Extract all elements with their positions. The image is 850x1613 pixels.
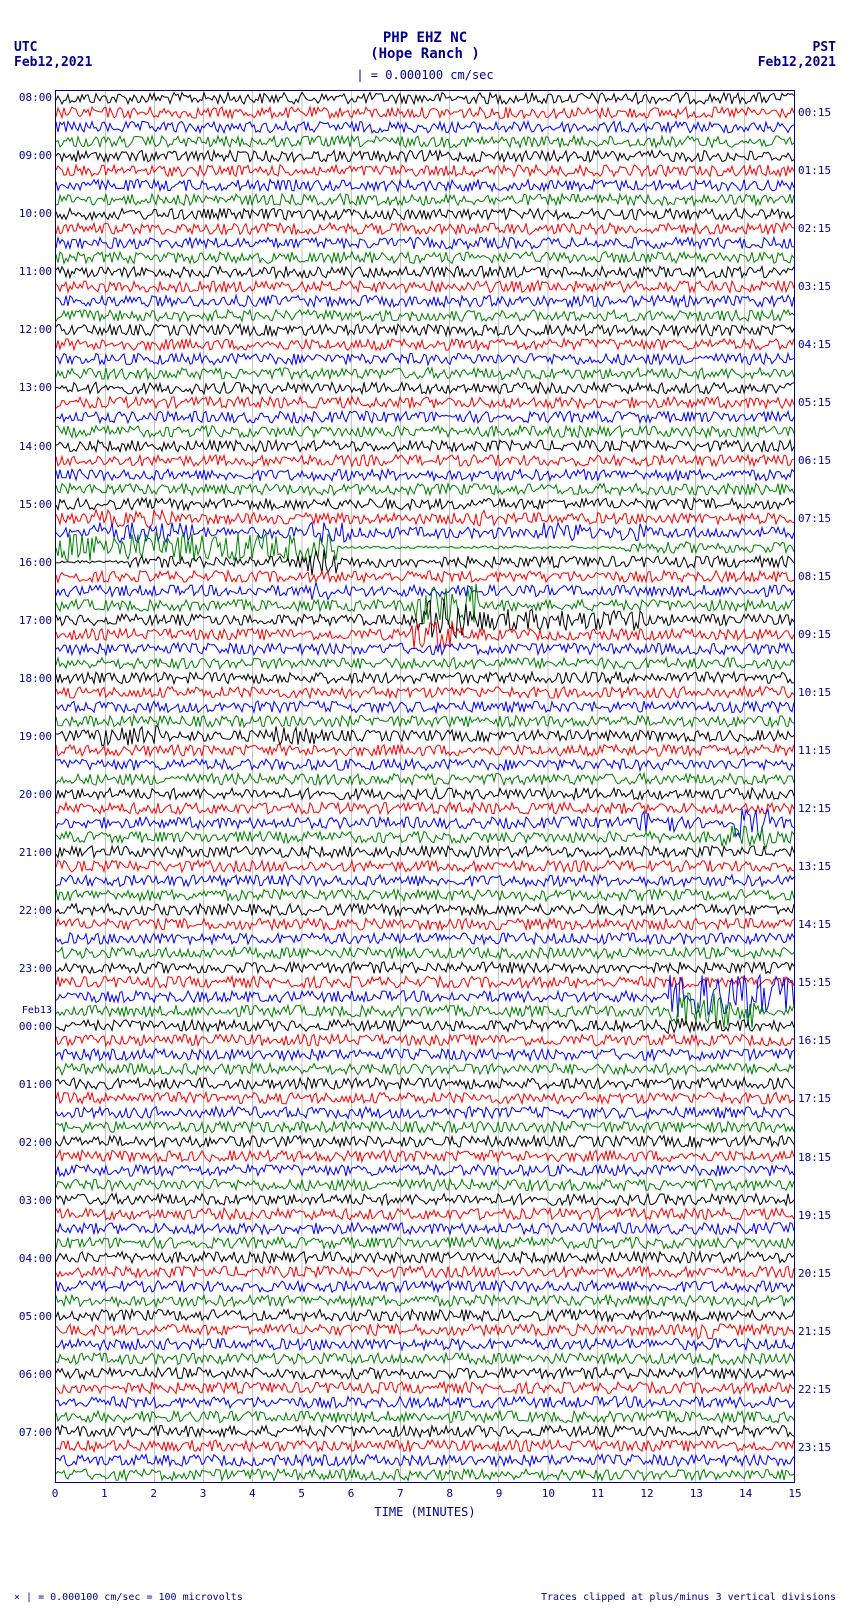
pst-label: 08:15: [798, 570, 831, 583]
utc-label: 21:00: [19, 846, 52, 859]
utc-label: 07:00: [19, 1426, 52, 1439]
pst-label: 01:15: [798, 164, 831, 177]
pst-label: 15:15: [798, 976, 831, 989]
x-tick: 4: [249, 1487, 256, 1500]
utc-label: 02:00: [19, 1136, 52, 1149]
pst-label: 22:15: [798, 1383, 831, 1396]
x-tick: 15: [788, 1487, 801, 1500]
seismogram-svg: [56, 91, 794, 1482]
pst-label: 05:15: [798, 396, 831, 409]
utc-label: 16:00: [19, 556, 52, 569]
utc-time-labels: 08:00 09:00 10:00 11:00 12:00 13:00 14:00 15:00…: [0, 86, 55, 1483]
tz-left-date: Feb12,2021: [14, 55, 92, 70]
pst-label: 13:15: [798, 860, 831, 873]
pst-label: 21:15: [798, 1325, 831, 1338]
utc-label: 06:00: [19, 1368, 52, 1381]
pst-label: 02:15: [798, 222, 831, 235]
x-tick: 2: [150, 1487, 157, 1500]
utc-label: 14:00: [19, 440, 52, 453]
utc-label: 23:00: [19, 962, 52, 975]
x-tick: 1: [101, 1487, 108, 1500]
pst-label: 03:15: [798, 280, 831, 293]
utc-day-label: Feb13: [22, 1005, 52, 1016]
utc-label: 18:00: [19, 672, 52, 685]
station-location: (Hope Ranch ): [0, 46, 850, 62]
pst-time-labels: 00:15 01:15 02:15 03:15 04:15 05:15 06:15 07:15…: [795, 86, 850, 1483]
pst-label: 06:15: [798, 454, 831, 467]
footer-left: × | = 0.000100 cm/sec = 100 microvolts: [14, 1592, 243, 1603]
x-tick: 7: [397, 1487, 404, 1500]
seismogram: PHP EHZ NC (Hope Ranch ) | = 0.000100 cm…: [0, 0, 850, 1613]
pst-label: 23:15: [798, 1441, 831, 1454]
pst-label: 17:15: [798, 1092, 831, 1105]
utc-label: 10:00: [19, 207, 52, 220]
utc-label: 15:00: [19, 498, 52, 511]
pst-label: 11:15: [798, 744, 831, 757]
pst-label: 19:15: [798, 1209, 831, 1222]
footer-right: Traces clipped at plus/minus 3 vertical …: [541, 1592, 836, 1603]
utc-label: 00:00: [19, 1020, 52, 1033]
utc-label: 03:00: [19, 1194, 52, 1207]
footer: × | = 0.000100 cm/sec = 100 microvolts T…: [0, 1592, 850, 1603]
x-tick: 10: [542, 1487, 555, 1500]
scale-bar-label: | = 0.000100 cm/sec: [0, 68, 850, 82]
x-axis: TIME (MINUTES) 0123456789101112131415: [55, 1483, 795, 1523]
x-axis-label: TIME (MINUTES): [55, 1505, 795, 1519]
pst-label: 16:15: [798, 1034, 831, 1047]
x-tick: 8: [446, 1487, 453, 1500]
station-id: PHP EHZ NC: [0, 30, 850, 46]
x-tick: 12: [640, 1487, 653, 1500]
utc-label: 11:00: [19, 265, 52, 278]
pst-label: 14:15: [798, 918, 831, 931]
x-tick: 0: [52, 1487, 59, 1500]
x-tick: 5: [298, 1487, 305, 1500]
utc-label: 13:00: [19, 381, 52, 394]
tz-right: PST Feb12,2021: [758, 40, 836, 70]
header: PHP EHZ NC (Hope Ranch ) | = 0.000100 cm…: [0, 0, 850, 82]
pst-label: 18:15: [798, 1151, 831, 1164]
utc-label: 05:00: [19, 1310, 52, 1323]
pst-label: 10:15: [798, 686, 831, 699]
x-tick: 13: [690, 1487, 703, 1500]
utc-label: 19:00: [19, 730, 52, 743]
utc-label: 12:00: [19, 323, 52, 336]
utc-label: 22:00: [19, 904, 52, 917]
x-tick: 3: [200, 1487, 207, 1500]
x-tick: 9: [496, 1487, 503, 1500]
utc-label: 20:00: [19, 788, 52, 801]
utc-label: 09:00: [19, 149, 52, 162]
pst-label: 00:15: [798, 106, 831, 119]
pst-label: 07:15: [798, 512, 831, 525]
tz-right-date: Feb12,2021: [758, 55, 836, 70]
pst-label: 04:15: [798, 338, 831, 351]
x-tick: 14: [739, 1487, 752, 1500]
x-tick: 6: [348, 1487, 355, 1500]
utc-label: 17:00: [19, 614, 52, 627]
pst-label: 09:15: [798, 628, 831, 641]
utc-label: 04:00: [19, 1252, 52, 1265]
utc-label: 01:00: [19, 1078, 52, 1091]
x-tick: 11: [591, 1487, 604, 1500]
tz-left: UTC Feb12,2021: [14, 40, 92, 70]
pst-label: 12:15: [798, 802, 831, 815]
tz-right-zone: PST: [758, 40, 836, 55]
plot-area: [55, 90, 795, 1483]
tz-left-zone: UTC: [14, 40, 92, 55]
pst-label: 20:15: [798, 1267, 831, 1280]
utc-label: 08:00: [19, 91, 52, 104]
